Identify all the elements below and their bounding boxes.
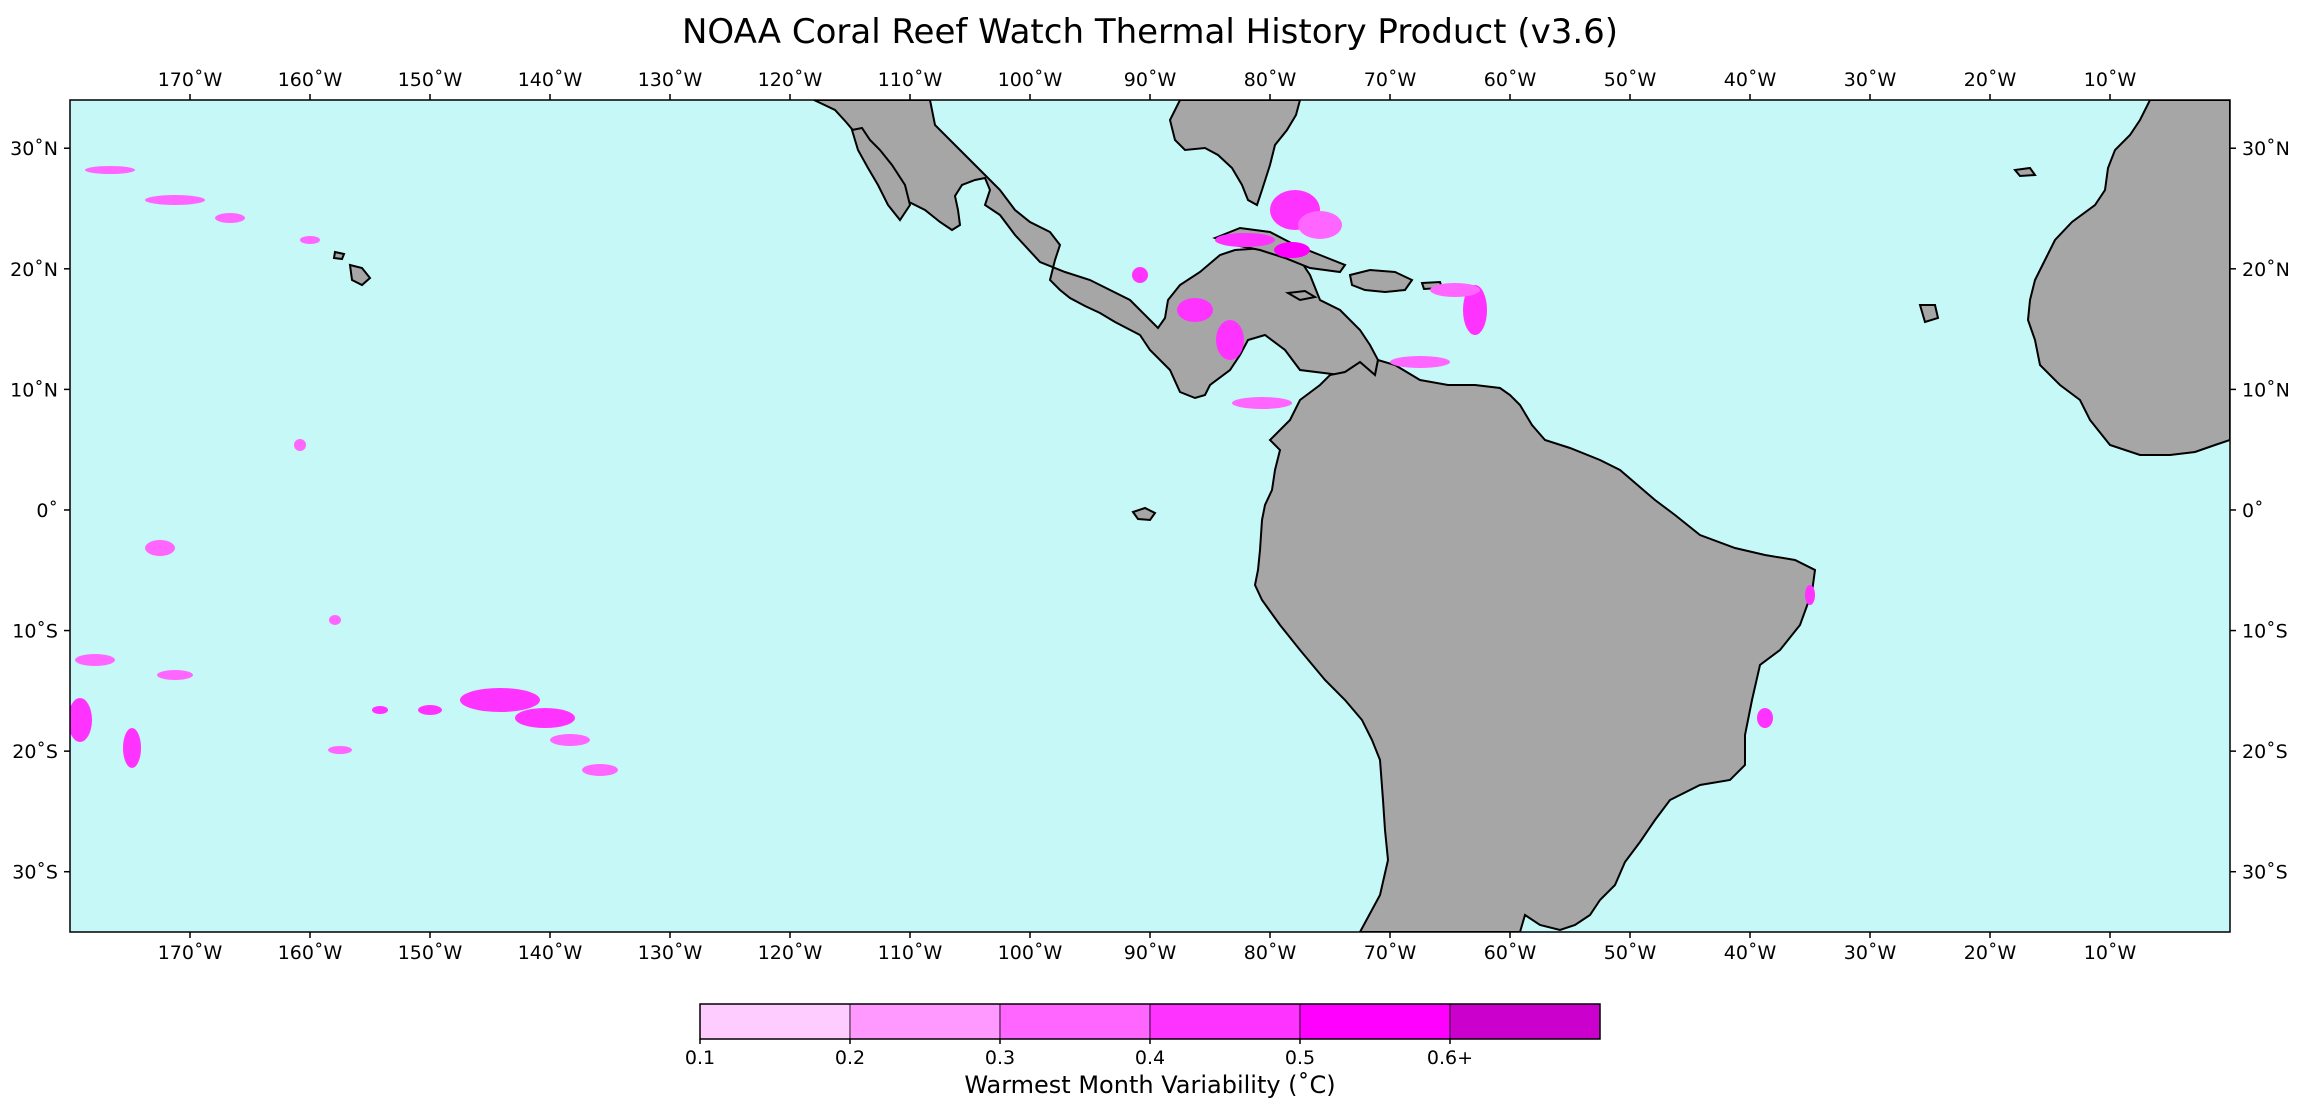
lat-tick-label-right: 30˚N (2242, 138, 2290, 160)
colorbar-bin (1449, 1003, 1601, 1040)
lat-tick-label-left: 30˚N (10, 138, 58, 160)
south-america-landmass (1253, 358, 1817, 932)
lon-tick-label-bottom: 90˚W (1124, 942, 1177, 964)
lon-tick-label-bottom: 20˚W (1964, 942, 2017, 964)
lat-tick-label-left: 10˚N (10, 379, 58, 401)
lat-tick-label-left: 20˚N (10, 259, 58, 281)
colorbar-bin (1299, 1003, 1451, 1040)
lon-tick-label-bottom: 30˚W (1844, 942, 1897, 964)
lon-tick-label-top: 140˚W (518, 69, 583, 91)
lon-tick-label-top: 100˚W (998, 69, 1063, 91)
lon-tick-label-top: 130˚W (638, 69, 703, 91)
caribbean-reef-patches (1132, 190, 1815, 728)
lon-tick-label-top: 20˚W (1964, 69, 2017, 91)
colorbar-bin (699, 1003, 851, 1040)
latitude-axis-right: 30˚N 20˚N 10˚N 0˚ 10˚S 20˚S 30˚S (2230, 138, 2290, 884)
west-africa-landmass (2026, 100, 2230, 456)
lon-tick-label-bottom: 60˚W (1484, 942, 1537, 964)
lon-tick-label-top: 170˚W (158, 69, 223, 91)
galapagos-islands (1131, 506, 1157, 522)
lat-tick-label-right: 20˚N (2242, 259, 2290, 281)
lon-tick-label-bottom: 100˚W (998, 942, 1063, 964)
hispaniola-island (1348, 268, 1414, 294)
baja-california-landmass (850, 126, 912, 222)
colorbar-tick-label: 0.5 (1285, 1047, 1315, 1069)
lon-tick-label-bottom: 40˚W (1724, 942, 1777, 964)
lon-tick-label-bottom: 50˚W (1604, 942, 1657, 964)
lon-tick-label-bottom: 160˚W (278, 942, 343, 964)
lon-tick-label-bottom: 80˚W (1244, 942, 1297, 964)
lon-tick-label-bottom: 70˚W (1364, 942, 1417, 964)
lon-tick-label-bottom: 120˚W (758, 942, 823, 964)
lon-tick-label-bottom: 130˚W (638, 942, 703, 964)
lon-tick-label-bottom: 10˚W (2084, 942, 2137, 964)
lat-tick-label-left: 30˚S (12, 862, 58, 884)
lon-tick-label-top: 60˚W (1484, 69, 1537, 91)
longitude-axis-top: 170˚W 160˚W 150˚W 140˚W 130˚W 120˚W 110˚W 100˚W… (158, 69, 2137, 100)
colorbar-bin (1149, 1003, 1301, 1040)
map-title: NOAA Coral Reef Watch Thermal History Pr… (681, 12, 1619, 52)
lon-tick-label-bottom: 150˚W (398, 942, 463, 964)
canary-islands (2013, 166, 2037, 178)
florida-peninsula (1168, 100, 1302, 207)
latitude-axis-left: 30˚N 20˚N 10˚N 0˚ 10˚S 20˚S 30˚S (10, 138, 70, 884)
lon-tick-label-top: 150˚W (398, 69, 463, 91)
lon-tick-label-top: 110˚W (878, 69, 943, 91)
lat-tick-label-right: 0˚ (2242, 500, 2264, 522)
lon-tick-label-top: 30˚W (1844, 69, 1897, 91)
lon-tick-label-top: 90˚W (1124, 69, 1177, 91)
jamaica-island (1284, 289, 1318, 302)
lon-tick-label-top: 40˚W (1724, 69, 1777, 91)
lat-tick-label-left: 10˚S (12, 621, 58, 643)
colorbar: 0.1 0.2 0.3 0.4 0.5 0.6+ (685, 1003, 1601, 1069)
colorbar-tick-label: 0.3 (985, 1047, 1015, 1069)
colorbar-label: Warmest Month Variability (˚C) (964, 1071, 1336, 1099)
lat-tick-label-right: 10˚N (2242, 379, 2290, 401)
pacific-reef-patches (70, 166, 618, 776)
lon-tick-label-bottom: 140˚W (518, 942, 583, 964)
colorbar-tick-label: 0.6+ (1427, 1047, 1473, 1069)
lat-tick-label-left: 0˚ (36, 500, 58, 522)
cape-verde-islands (1918, 304, 1940, 324)
colorbar-bin (849, 1003, 1001, 1040)
lon-tick-label-top: 70˚W (1364, 69, 1417, 91)
reef-variability-patches (70, 166, 1815, 776)
lon-tick-label-top: 50˚W (1604, 69, 1657, 91)
hawaii-maui-island (332, 250, 346, 261)
lon-tick-label-bottom: 170˚W (158, 942, 223, 964)
colorbar-bin (999, 1003, 1151, 1040)
lat-tick-label-left: 20˚S (12, 741, 58, 763)
longitude-axis-bottom: 170˚W 160˚W 150˚W 140˚W 130˚W 120˚W 110˚W 100˚W… (158, 932, 2137, 964)
lat-tick-label-right: 10˚S (2242, 621, 2288, 643)
lon-tick-label-top: 120˚W (758, 69, 823, 91)
lon-tick-label-bottom: 110˚W (878, 942, 943, 964)
lat-tick-label-right: 20˚S (2242, 741, 2288, 763)
colorbar-tick-label: 0.1 (685, 1047, 715, 1069)
lon-tick-label-top: 160˚W (278, 69, 343, 91)
colorbar-tick-label: 0.2 (835, 1047, 865, 1069)
lat-tick-label-right: 30˚S (2242, 862, 2288, 884)
lon-tick-label-top: 10˚W (2084, 69, 2137, 91)
lon-tick-label-top: 80˚W (1244, 69, 1297, 91)
hawaii-big-island (348, 263, 372, 287)
colorbar-tick-label: 0.4 (1135, 1047, 1165, 1069)
